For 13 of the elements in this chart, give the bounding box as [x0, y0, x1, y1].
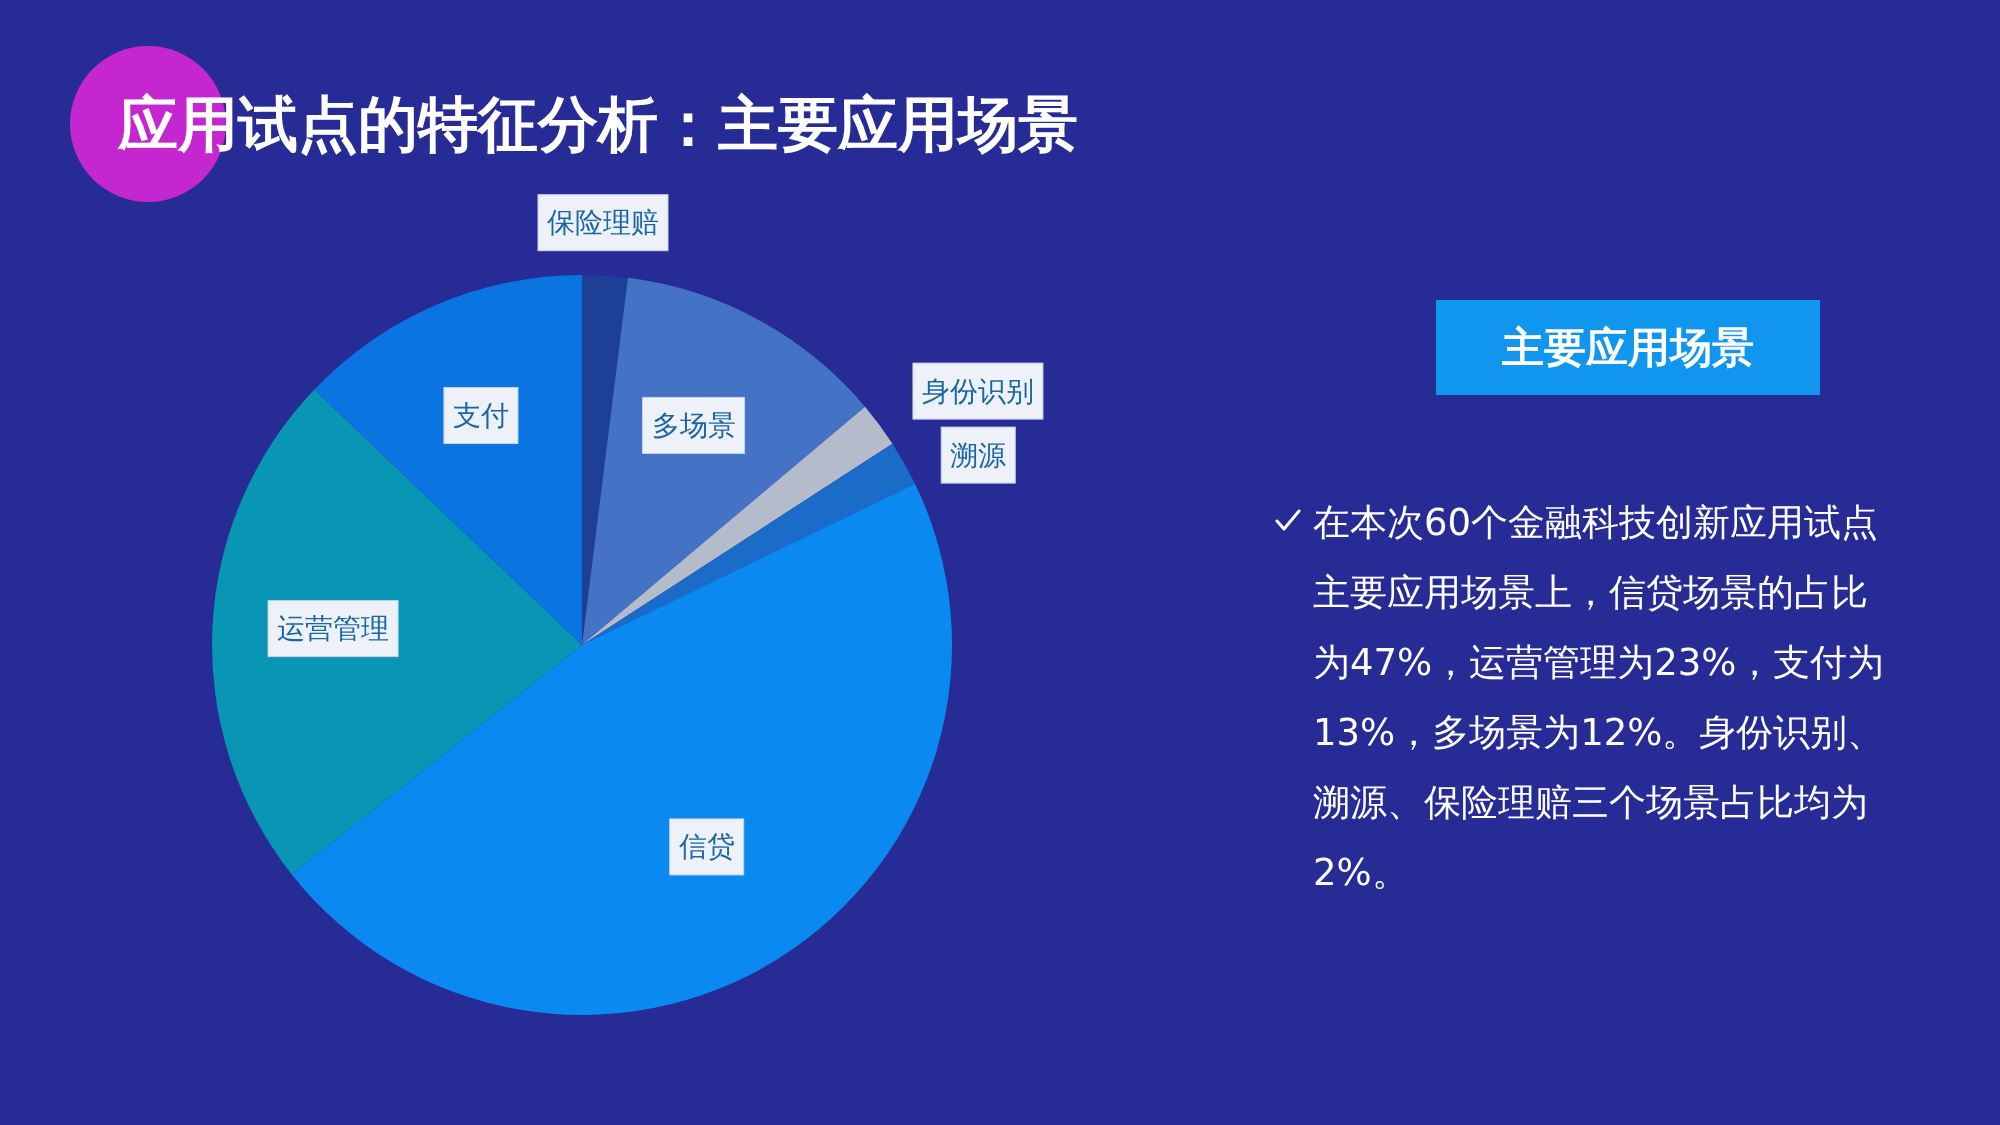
- pie-slice: [212, 389, 582, 875]
- pie-slice: [582, 406, 893, 645]
- slice-label: 保险理赔: [546, 206, 659, 240]
- pie-slice: [582, 277, 866, 645]
- text: 主要应用场景: [1436, 300, 1820, 395]
- slice-label: 运营管理: [277, 612, 390, 646]
- slice-label: 溯源: [950, 438, 1007, 472]
- slice-label: 多场景: [651, 408, 736, 442]
- slice-label: 支付: [452, 398, 509, 432]
- text: 在本次60个金融科技创新应用试点主要应用场景上，信贷场景的占比为47%，运营管理为23%，支付为13%，多场景为12%。身份识别、溯源、保险理赔三个场景占比均为2%。: [1313, 500, 1886, 896]
- slice-label: 信贷: [678, 830, 735, 864]
- slice-label: 身份识别: [921, 374, 1034, 408]
- pie-slice: [582, 443, 915, 645]
